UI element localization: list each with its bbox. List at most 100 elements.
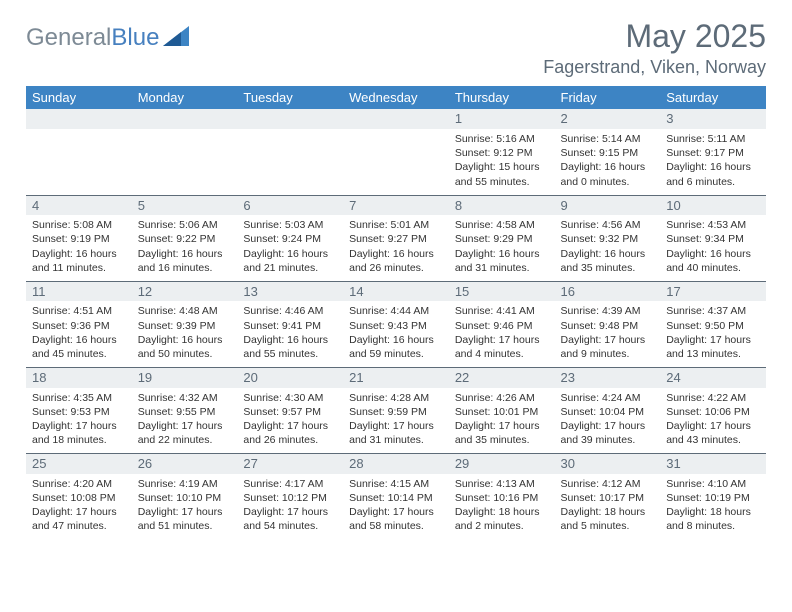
daylight-text: Daylight: 16 hours and 35 minutes.: [561, 247, 655, 275]
sunrise-text: Sunrise: 4:19 AM: [138, 477, 232, 491]
sunset-text: Sunset: 10:01 PM: [455, 405, 549, 419]
daylight-text: Daylight: 15 hours and 55 minutes.: [455, 160, 549, 188]
day-detail: Sunrise: 5:14 AMSunset: 9:15 PMDaylight:…: [555, 129, 661, 195]
day-detail: Sunrise: 4:48 AMSunset: 9:39 PMDaylight:…: [132, 301, 238, 367]
day-number: 12: [132, 281, 238, 301]
day-number-row: 123: [26, 109, 766, 129]
sunrise-text: Sunrise: 4:15 AM: [349, 477, 443, 491]
day-number: 17: [660, 281, 766, 301]
daylight-text: Daylight: 16 hours and 31 minutes.: [455, 247, 549, 275]
weekday-header: Wednesday: [343, 86, 449, 109]
day-number: [26, 109, 132, 129]
sunrise-text: Sunrise: 4:24 AM: [561, 391, 655, 405]
sunrise-text: Sunrise: 4:51 AM: [32, 304, 126, 318]
daylight-text: Daylight: 16 hours and 59 minutes.: [349, 333, 443, 361]
daylight-text: Daylight: 17 hours and 13 minutes.: [666, 333, 760, 361]
weekday-header: Friday: [555, 86, 661, 109]
sunset-text: Sunset: 9:57 PM: [243, 405, 337, 419]
day-detail: [343, 129, 449, 195]
sunrise-text: Sunrise: 4:13 AM: [455, 477, 549, 491]
day-detail: Sunrise: 4:20 AMSunset: 10:08 PMDaylight…: [26, 474, 132, 540]
day-number: 4: [26, 195, 132, 215]
day-detail: Sunrise: 5:03 AMSunset: 9:24 PMDaylight:…: [237, 215, 343, 281]
sunset-text: Sunset: 10:06 PM: [666, 405, 760, 419]
header: General Blue May 2025 Fagerstrand, Viken…: [26, 18, 766, 78]
daylight-text: Daylight: 16 hours and 55 minutes.: [243, 333, 337, 361]
sunrise-text: Sunrise: 5:14 AM: [561, 132, 655, 146]
sunrise-text: Sunrise: 4:20 AM: [32, 477, 126, 491]
day-detail: Sunrise: 4:53 AMSunset: 9:34 PMDaylight:…: [660, 215, 766, 281]
sunset-text: Sunset: 9:46 PM: [455, 319, 549, 333]
sunrise-text: Sunrise: 4:53 AM: [666, 218, 760, 232]
daylight-text: Daylight: 16 hours and 0 minutes.: [561, 160, 655, 188]
day-number: 20: [237, 368, 343, 388]
day-number: 7: [343, 195, 449, 215]
weekday-header-row: Sunday Monday Tuesday Wednesday Thursday…: [26, 86, 766, 109]
day-number: [237, 109, 343, 129]
day-detail: [132, 129, 238, 195]
sunrise-text: Sunrise: 4:28 AM: [349, 391, 443, 405]
sunset-text: Sunset: 9:43 PM: [349, 319, 443, 333]
day-number: 18: [26, 368, 132, 388]
sunrise-text: Sunrise: 4:17 AM: [243, 477, 337, 491]
day-number: 13: [237, 281, 343, 301]
title-block: May 2025 Fagerstrand, Viken, Norway: [543, 18, 766, 78]
sunset-text: Sunset: 9:29 PM: [455, 232, 549, 246]
day-detail-row: Sunrise: 4:35 AMSunset: 9:53 PMDaylight:…: [26, 388, 766, 454]
weekday-header: Saturday: [660, 86, 766, 109]
day-number: 28: [343, 454, 449, 474]
day-number: 6: [237, 195, 343, 215]
logo-triangle-icon: [163, 26, 189, 51]
day-detail: Sunrise: 4:46 AMSunset: 9:41 PMDaylight:…: [237, 301, 343, 367]
day-number: 30: [555, 454, 661, 474]
day-number-row: 11121314151617: [26, 281, 766, 301]
daylight-text: Daylight: 16 hours and 21 minutes.: [243, 247, 337, 275]
sunset-text: Sunset: 9:19 PM: [32, 232, 126, 246]
day-detail: Sunrise: 5:08 AMSunset: 9:19 PMDaylight:…: [26, 215, 132, 281]
day-number: 25: [26, 454, 132, 474]
day-number: 2: [555, 109, 661, 129]
day-detail: [26, 129, 132, 195]
sunset-text: Sunset: 9:24 PM: [243, 232, 337, 246]
day-number: 19: [132, 368, 238, 388]
day-detail: Sunrise: 4:19 AMSunset: 10:10 PMDaylight…: [132, 474, 238, 540]
daylight-text: Daylight: 16 hours and 6 minutes.: [666, 160, 760, 188]
day-detail-row: Sunrise: 5:16 AMSunset: 9:12 PMDaylight:…: [26, 129, 766, 195]
day-detail: Sunrise: 5:16 AMSunset: 9:12 PMDaylight:…: [449, 129, 555, 195]
weekday-header: Monday: [132, 86, 238, 109]
day-number: 9: [555, 195, 661, 215]
day-number: 3: [660, 109, 766, 129]
day-detail: Sunrise: 4:13 AMSunset: 10:16 PMDaylight…: [449, 474, 555, 540]
day-detail: Sunrise: 4:26 AMSunset: 10:01 PMDaylight…: [449, 388, 555, 454]
sunset-text: Sunset: 9:15 PM: [561, 146, 655, 160]
daylight-text: Daylight: 16 hours and 45 minutes.: [32, 333, 126, 361]
daylight-text: Daylight: 17 hours and 47 minutes.: [32, 505, 126, 533]
sunrise-text: Sunrise: 5:11 AM: [666, 132, 760, 146]
day-detail: Sunrise: 5:11 AMSunset: 9:17 PMDaylight:…: [660, 129, 766, 195]
day-number-row: 18192021222324: [26, 368, 766, 388]
day-number: 16: [555, 281, 661, 301]
sunrise-text: Sunrise: 4:37 AM: [666, 304, 760, 318]
daylight-text: Daylight: 17 hours and 4 minutes.: [455, 333, 549, 361]
sunrise-text: Sunrise: 4:46 AM: [243, 304, 337, 318]
day-detail: Sunrise: 4:37 AMSunset: 9:50 PMDaylight:…: [660, 301, 766, 367]
daylight-text: Daylight: 17 hours and 9 minutes.: [561, 333, 655, 361]
sunset-text: Sunset: 9:59 PM: [349, 405, 443, 419]
daylight-text: Daylight: 17 hours and 39 minutes.: [561, 419, 655, 447]
daylight-text: Daylight: 17 hours and 35 minutes.: [455, 419, 549, 447]
daylight-text: Daylight: 17 hours and 54 minutes.: [243, 505, 337, 533]
daylight-text: Daylight: 16 hours and 40 minutes.: [666, 247, 760, 275]
day-detail: Sunrise: 4:56 AMSunset: 9:32 PMDaylight:…: [555, 215, 661, 281]
calendar-table: Sunday Monday Tuesday Wednesday Thursday…: [26, 86, 766, 540]
sunrise-text: Sunrise: 4:41 AM: [455, 304, 549, 318]
daylight-text: Daylight: 17 hours and 26 minutes.: [243, 419, 337, 447]
sunrise-text: Sunrise: 4:26 AM: [455, 391, 549, 405]
sunset-text: Sunset: 9:48 PM: [561, 319, 655, 333]
day-detail: Sunrise: 5:01 AMSunset: 9:27 PMDaylight:…: [343, 215, 449, 281]
sunset-text: Sunset: 9:32 PM: [561, 232, 655, 246]
sunset-text: Sunset: 10:04 PM: [561, 405, 655, 419]
daylight-text: Daylight: 17 hours and 22 minutes.: [138, 419, 232, 447]
day-number: 24: [660, 368, 766, 388]
daylight-text: Daylight: 18 hours and 5 minutes.: [561, 505, 655, 533]
sunset-text: Sunset: 10:10 PM: [138, 491, 232, 505]
